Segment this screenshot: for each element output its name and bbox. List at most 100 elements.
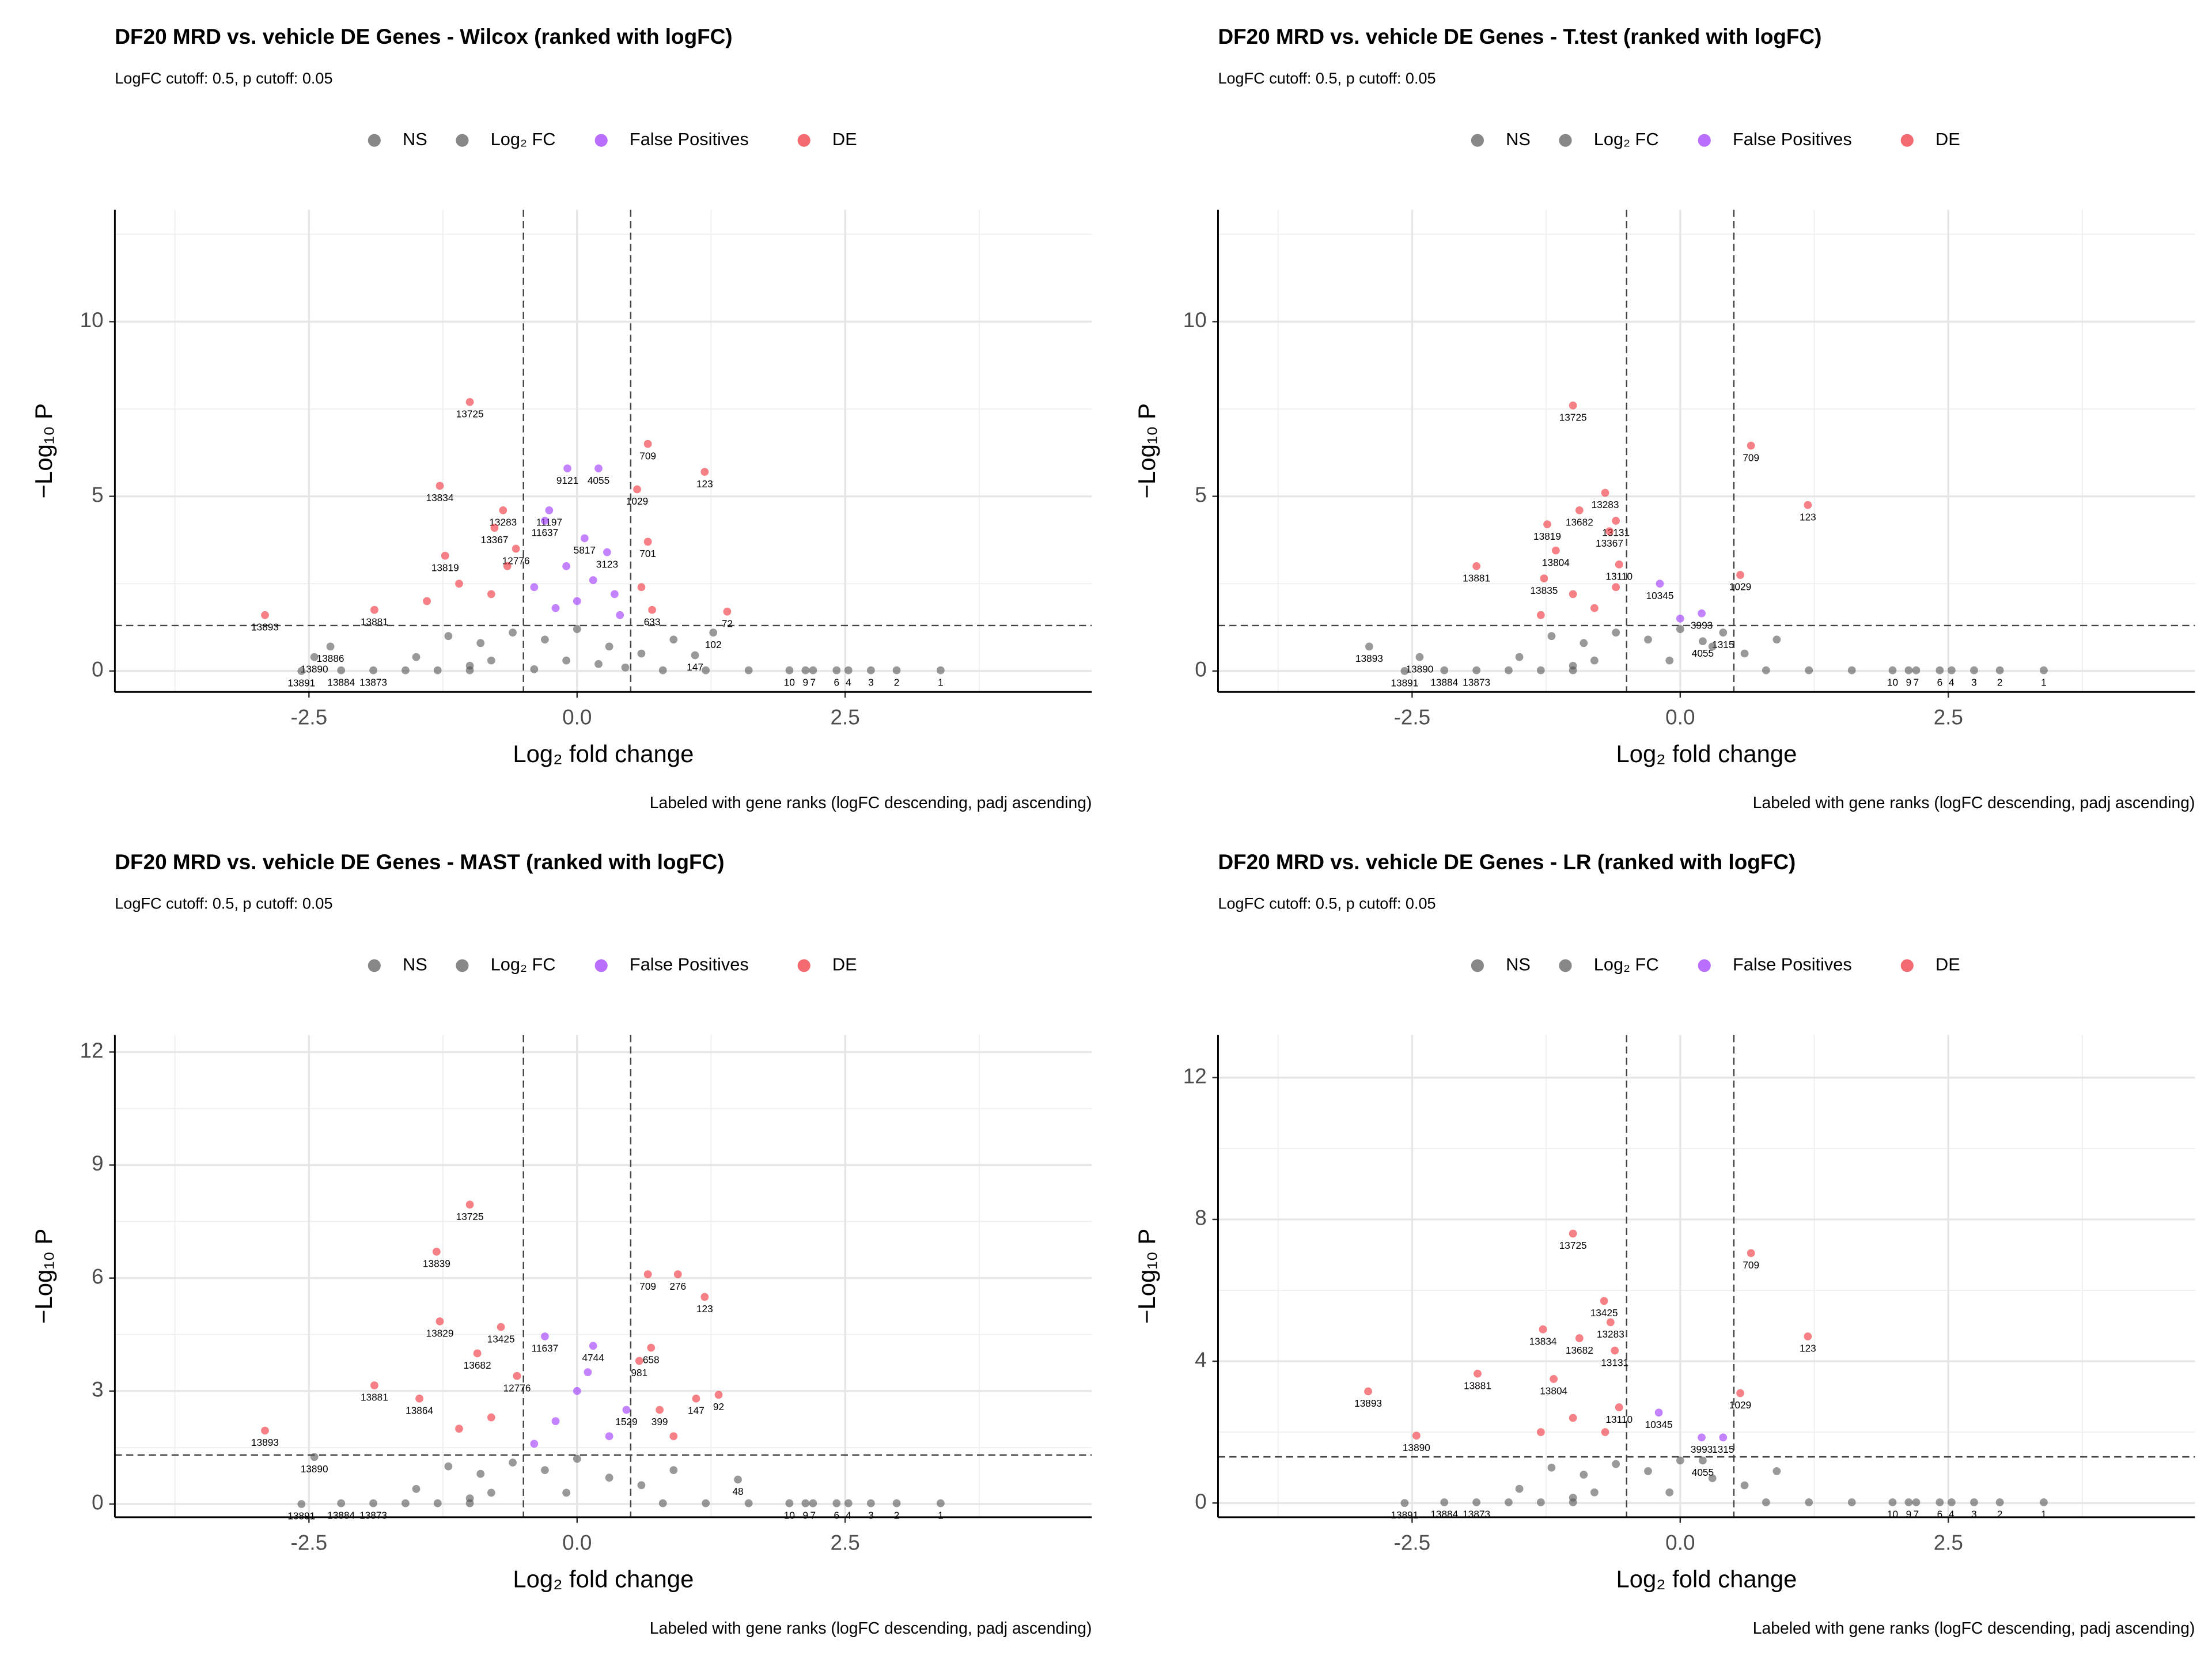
legend-marker	[594, 134, 608, 147]
point	[1772, 635, 1781, 644]
point	[261, 1426, 269, 1435]
point-label: 13873	[359, 676, 387, 688]
point	[658, 666, 667, 675]
point	[1400, 666, 1409, 675]
point	[1543, 520, 1551, 529]
point-label: 13804	[1540, 1385, 1567, 1397]
point	[589, 1342, 597, 1350]
panel: DF20 MRD vs. vehicle DE Genes - T.test (…	[1133, 25, 2195, 812]
point	[473, 1349, 482, 1358]
point	[297, 1500, 306, 1508]
point	[541, 1332, 549, 1340]
point-label: 10345	[1646, 590, 1674, 601]
y-tick-label: 10	[1183, 308, 1207, 332]
point	[310, 1453, 319, 1461]
point	[541, 635, 549, 644]
point-label: 13839	[423, 1258, 450, 1270]
point	[1995, 666, 2004, 675]
legend-label: DE	[1936, 129, 1960, 149]
point	[435, 482, 444, 490]
point	[1364, 1387, 1372, 1396]
point-label: 4055	[1692, 1467, 1714, 1478]
point	[1515, 653, 1524, 661]
point-label: 709	[639, 450, 656, 461]
legend-label: DE	[1936, 954, 1960, 974]
point	[1762, 666, 1770, 675]
point-label: 13891	[1391, 677, 1418, 689]
point-label: 13884	[327, 1509, 355, 1521]
point	[1698, 609, 1706, 618]
point	[1772, 1467, 1781, 1475]
point	[1612, 628, 1620, 637]
point	[744, 1499, 753, 1508]
point	[369, 1499, 377, 1508]
point	[415, 1394, 423, 1403]
point-label: 13682	[1566, 517, 1593, 528]
legend-label: False Positives	[630, 129, 749, 149]
point	[1995, 1498, 2004, 1506]
y-tick-label: 0	[1195, 658, 1207, 681]
point-label: 13367	[480, 534, 508, 546]
point	[490, 524, 499, 532]
point	[1665, 1488, 1674, 1497]
point	[337, 666, 346, 675]
point-label: 709	[639, 1281, 656, 1292]
point	[563, 464, 571, 472]
point	[669, 1466, 678, 1475]
x-tick-label: -2.5	[291, 1531, 328, 1554]
point	[616, 611, 624, 619]
point-label: 13110	[1605, 1414, 1633, 1425]
point	[1611, 1346, 1619, 1355]
point	[1936, 666, 1944, 675]
point-label: 1029	[626, 495, 648, 507]
point	[584, 1368, 592, 1377]
point-label: 9	[1906, 676, 1912, 688]
legend-label: NS	[403, 129, 427, 149]
y-tick-label: 4	[1195, 1348, 1207, 1372]
point	[594, 660, 603, 668]
point	[1665, 656, 1674, 665]
point-label: 123	[1800, 511, 1816, 522]
point-label: 12776	[503, 1382, 531, 1393]
point	[637, 649, 646, 658]
point-label: 2	[894, 676, 900, 688]
y-tick-label: 8	[1195, 1206, 1207, 1230]
point-label: 6	[834, 676, 840, 688]
point-label: 10	[784, 1509, 795, 1521]
point-label: 11637	[532, 527, 559, 539]
point	[1676, 625, 1684, 633]
point	[1676, 1456, 1684, 1465]
point	[1747, 441, 1755, 450]
point-label: 4	[846, 1509, 851, 1521]
x-tick-label: 2.5	[1934, 1531, 1963, 1554]
point-label: 48	[732, 1486, 743, 1497]
point	[370, 1381, 378, 1389]
point-label: 13873	[1463, 676, 1490, 688]
point	[530, 665, 539, 673]
point	[1472, 1498, 1481, 1506]
chart-subtitle: LogFC cutoff: 0.5, p cutoff: 0.05	[1218, 895, 1435, 912]
point	[1644, 635, 1652, 644]
point	[433, 1499, 442, 1508]
point	[412, 653, 421, 661]
point	[562, 562, 571, 570]
point	[594, 464, 603, 472]
point	[509, 1459, 517, 1467]
point	[1904, 666, 1913, 675]
point-label: 13893	[251, 622, 279, 633]
point-label: 13819	[431, 562, 459, 573]
legend-label: Log₂ FC	[491, 129, 556, 149]
point-label: 1315	[1712, 639, 1734, 650]
point	[1676, 614, 1684, 623]
point	[1601, 488, 1609, 497]
point	[530, 1440, 539, 1448]
point-label: 13891	[287, 677, 315, 689]
point	[1569, 402, 1577, 410]
point	[1547, 632, 1556, 641]
x-tick-label: 2.5	[1934, 706, 1963, 729]
point	[635, 1357, 643, 1365]
point	[1708, 1474, 1717, 1483]
point-label: 276	[669, 1281, 686, 1292]
x-axis-title: Log₂ fold change	[1616, 1566, 1797, 1593]
point	[1736, 1389, 1744, 1397]
